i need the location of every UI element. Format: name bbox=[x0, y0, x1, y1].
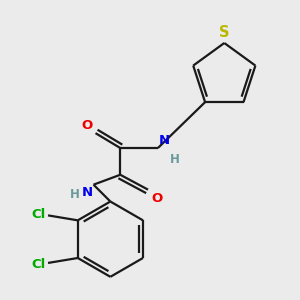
Text: O: O bbox=[151, 192, 162, 205]
Text: H: H bbox=[170, 153, 180, 166]
Text: Cl: Cl bbox=[32, 208, 46, 221]
Text: Cl: Cl bbox=[32, 258, 46, 272]
Text: N: N bbox=[159, 134, 170, 147]
Text: H: H bbox=[70, 188, 80, 201]
Text: O: O bbox=[81, 119, 92, 132]
Text: N: N bbox=[81, 186, 92, 199]
Text: S: S bbox=[219, 25, 230, 40]
